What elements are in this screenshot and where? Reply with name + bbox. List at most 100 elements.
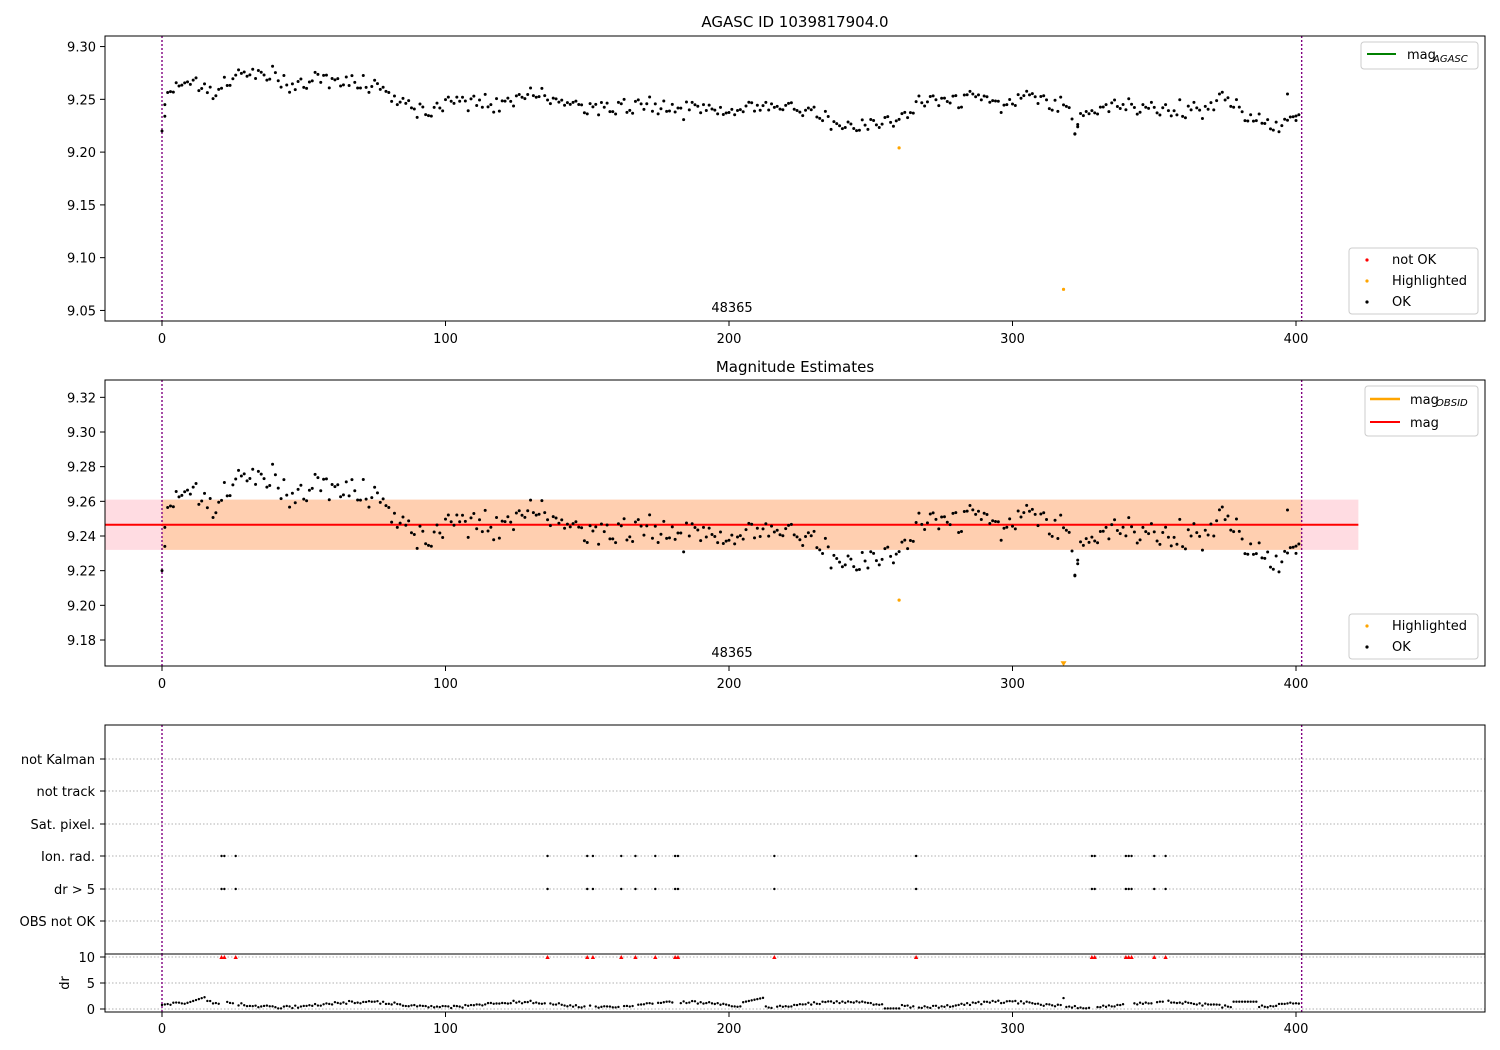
dr-point [529, 999, 532, 1003]
dr-point [322, 1003, 325, 1006]
ok-point [551, 96, 555, 100]
ok-point [594, 102, 598, 106]
ok-point [747, 521, 751, 525]
ok-point [211, 516, 215, 520]
dr-point [475, 1003, 478, 1006]
highlighted-legend-swatch [1365, 279, 1369, 283]
highlighted-legend-label: Highlighted [1392, 274, 1467, 289]
ok-point [591, 529, 595, 533]
mag-agasc-legend-sub: AGASC [1432, 54, 1468, 65]
dr-point [226, 1000, 229, 1004]
ok-point [174, 490, 178, 494]
ok-point [268, 483, 272, 487]
ok-point [580, 103, 584, 107]
ok-point [920, 101, 924, 105]
ok-point [1118, 106, 1122, 110]
dr-point [350, 1000, 354, 1003]
ok-point [401, 515, 405, 519]
ok-point [186, 80, 190, 84]
ok-point [251, 467, 255, 471]
ok-point [965, 93, 969, 97]
ok-point [823, 109, 827, 113]
ok-point [1215, 99, 1219, 103]
dr-point [622, 1004, 626, 1008]
dr-point [1223, 1004, 1227, 1007]
ok-point [937, 104, 941, 108]
ok-point [237, 68, 241, 72]
ok-point [1203, 104, 1207, 108]
dr-point [597, 1006, 600, 1009]
dr-point [900, 1003, 904, 1007]
dr-point [483, 1003, 487, 1006]
ok-point [738, 534, 742, 538]
ion-rad-flag-point [223, 854, 226, 858]
ytick-label: 9.25 [67, 93, 96, 108]
dr-point [1008, 999, 1011, 1003]
ok-point [855, 129, 859, 133]
ok-point [444, 517, 447, 521]
ok-point [378, 87, 382, 91]
ok-point [727, 110, 731, 114]
ok-point [1232, 530, 1236, 534]
ok-point [665, 536, 669, 540]
ok-point [1183, 116, 1187, 120]
ok-point [350, 478, 354, 482]
ok-point [489, 103, 493, 107]
ok-point [262, 477, 266, 481]
ok-point [441, 536, 445, 540]
ok-point [514, 94, 518, 98]
panel2-legend-markers: Highlighted OK [1348, 613, 1479, 660]
ok-point [616, 100, 620, 104]
ok-point [1090, 109, 1094, 113]
dr-point [571, 1005, 575, 1008]
dr-gt-5-flag-point [673, 887, 677, 891]
dr-gt-5-flag-point [586, 887, 589, 891]
dr-point [968, 1003, 972, 1007]
dr-gt-5-flag-point [914, 887, 918, 891]
ok-point [798, 538, 802, 542]
dr-point [841, 1000, 844, 1003]
ok-point [344, 75, 348, 79]
dr-point [946, 1004, 949, 1007]
ok-point [358, 498, 362, 502]
ok-point [1172, 109, 1176, 113]
ok-point [565, 522, 569, 526]
dr-point [362, 1000, 365, 1004]
dr-point [299, 1005, 303, 1008]
ok-point [673, 537, 677, 541]
ok-point [497, 536, 501, 540]
ok-point [483, 92, 487, 96]
ok-point [911, 111, 915, 115]
ok-point [806, 531, 810, 535]
ok-point [857, 568, 861, 572]
ok-point [1056, 537, 1060, 541]
ok-point [979, 98, 983, 102]
ok-point [197, 89, 201, 93]
dr-point [427, 1006, 430, 1009]
dr-gt-5-flag-point [634, 887, 637, 891]
dr-point [543, 1002, 546, 1005]
ok-point [687, 108, 691, 112]
ok-point [353, 489, 357, 493]
ok-point [1087, 112, 1091, 116]
dr-clipped-marker [675, 955, 681, 959]
ok-point [787, 523, 791, 527]
dr-point [418, 1004, 422, 1007]
ok-point [483, 508, 487, 512]
flag-label-ion-rad: Ion. rad. [41, 850, 95, 865]
ok-point [738, 108, 742, 112]
ytick-label: 9.22 [67, 565, 96, 580]
ok-point [1064, 528, 1068, 532]
ok-point [324, 477, 328, 481]
dr-point [169, 1003, 172, 1007]
ok-point [642, 533, 646, 537]
dr-point [977, 1000, 980, 1004]
ok-point [534, 513, 538, 517]
dr-point [333, 1000, 337, 1004]
dr-point [379, 1002, 382, 1005]
dr-point [1002, 1001, 1006, 1004]
ok-point [1285, 551, 1289, 555]
ok-point [758, 108, 762, 112]
dr-point [489, 1001, 493, 1005]
ok-point [1169, 114, 1173, 118]
